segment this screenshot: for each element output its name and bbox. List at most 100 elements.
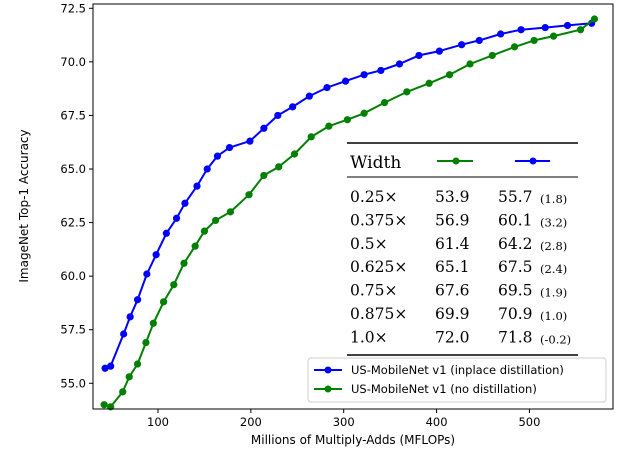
table-cell-delta: (-0.2) — [540, 332, 571, 346]
x-tick-label-300: 300 — [333, 415, 355, 429]
data-point — [101, 364, 109, 372]
table-header-green-marker-dot — [452, 157, 460, 165]
data-point — [120, 330, 128, 338]
y-tick-label-72.5: 72.5 — [60, 1, 86, 15]
data-point — [143, 270, 151, 278]
y-tick-label-70.0: 70.0 — [60, 55, 86, 69]
data-point — [341, 77, 350, 85]
legend-label-inplace: US-MobileNet v1 (inplace distillation) — [351, 363, 564, 377]
data-point — [576, 26, 585, 34]
table-cell-inplace: 55.7 — [498, 188, 533, 206]
data-point — [360, 71, 368, 79]
ticks-layer: 100 200 300 400 500 55.0 57.5 60.0 62.5 65.0 67.5 7… — [60, 1, 540, 429]
data-point — [125, 373, 133, 381]
x-tick-label-100: 100 — [147, 415, 169, 429]
data-point — [403, 88, 411, 96]
table-row: 0.625× 65.1 67.5 (2.4) — [350, 258, 567, 276]
data-point — [180, 259, 188, 267]
data-point — [488, 51, 496, 60]
table-cell-inplace: 60.1 — [498, 211, 533, 229]
data-point — [142, 338, 150, 347]
data-point — [497, 30, 505, 38]
data-point — [466, 60, 474, 68]
legend-box — [307, 357, 607, 403]
data-point — [290, 150, 299, 158]
data-point — [475, 36, 483, 45]
table-cell-no-distill: 67.6 — [435, 282, 470, 300]
table-row: 0.75× 67.6 69.5 (1.9) — [350, 282, 567, 300]
data-point — [225, 143, 234, 152]
data-point — [172, 214, 181, 222]
table-row: 1.0× 72.0 71.8 (-0.2) — [350, 328, 571, 346]
data-point — [159, 298, 168, 306]
table-cell-width: 0.5× — [350, 235, 388, 253]
table-cell-width: 0.25× — [350, 188, 398, 206]
data-point — [325, 122, 333, 130]
data-point — [181, 199, 189, 207]
legend-marker-inplace — [324, 366, 332, 374]
table-cell-delta: (3.2) — [540, 215, 567, 229]
data-point — [200, 227, 209, 235]
series-0 — [101, 19, 596, 372]
data-point — [563, 21, 572, 30]
data-point — [517, 26, 525, 34]
data-point — [395, 60, 404, 68]
table-row: 0.25× 53.9 55.7 (1.8) — [350, 188, 567, 206]
series-layer — [100, 15, 599, 411]
plot-frame — [92, 3, 614, 410]
data-point — [100, 401, 108, 409]
data-point — [260, 124, 268, 132]
x-tick-label-200: 200 — [240, 415, 262, 429]
table-cell-delta: (1.0) — [540, 309, 567, 323]
data-point — [307, 133, 315, 141]
data-point — [203, 165, 211, 173]
data-point — [226, 208, 235, 216]
table-cell-width: 1.0× — [350, 328, 388, 346]
data-point — [133, 296, 142, 304]
data-point — [435, 47, 443, 55]
data-point — [458, 41, 466, 49]
y-tick-label-62.5: 62.5 — [60, 216, 86, 230]
table-cell-delta: (1.9) — [540, 286, 567, 300]
data-point — [149, 319, 157, 327]
table-header-width: Width — [350, 153, 401, 173]
data-point — [275, 163, 283, 171]
data-point — [360, 109, 368, 117]
y-tick-label-65.0: 65.0 — [60, 162, 86, 176]
data-point — [274, 111, 282, 120]
data-point — [193, 182, 201, 190]
data-point — [126, 313, 134, 321]
table-cell-no-distill: 69.9 — [435, 305, 470, 323]
data-point — [211, 216, 220, 225]
table-cell-width: 0.75× — [350, 282, 398, 300]
y-tick-label-55.0: 55.0 — [60, 376, 86, 390]
table-cell-inplace: 69.5 — [498, 282, 533, 300]
data-point — [445, 71, 454, 79]
x-tick-label-400: 400 — [426, 415, 448, 429]
y-tick-label-67.5: 67.5 — [60, 108, 86, 122]
data-point — [152, 251, 160, 259]
data-point — [133, 360, 142, 368]
table-cell-no-distill: 65.1 — [435, 258, 470, 276]
table-cell-delta: (1.8) — [540, 192, 567, 206]
table-row: 0.375× 56.9 60.1 (3.2) — [350, 211, 567, 229]
data-point — [541, 23, 549, 32]
data-point — [343, 116, 352, 124]
data-point — [323, 83, 331, 92]
table-cell-width: 0.375× — [350, 211, 407, 229]
table-cell-width: 0.875× — [350, 305, 407, 323]
legend: US-MobileNet v1 (inplace distillation) U… — [307, 357, 607, 403]
data-point — [107, 362, 115, 370]
table-row: 0.875× 69.9 70.9 (1.0) — [350, 305, 567, 323]
table-cell-inplace: 67.5 — [498, 258, 533, 276]
data-point — [549, 32, 558, 40]
data-point — [246, 137, 254, 145]
legend-marker-nodistill — [324, 385, 332, 393]
x-axis-label: Millions of Multiply-Adds (MFLOPs) — [251, 433, 455, 447]
table-cell-no-distill: 61.4 — [435, 235, 470, 253]
data-point — [425, 79, 433, 87]
table-cell-width: 0.625× — [350, 258, 407, 276]
data-point — [510, 43, 519, 51]
y-tick-label-57.5: 57.5 — [60, 323, 86, 337]
data-point — [162, 229, 170, 237]
